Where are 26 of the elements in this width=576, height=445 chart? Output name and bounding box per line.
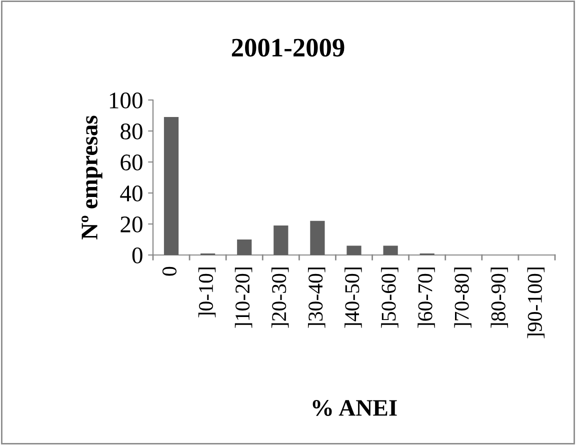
- bar: [310, 220, 325, 255]
- x-tick-label: ]0-10]: [198, 268, 216, 318]
- y-tick-label: 60: [120, 154, 142, 170]
- y-tick-label: 0: [132, 247, 142, 264]
- bar: [237, 240, 252, 255]
- y-tick-label: 100: [110, 92, 142, 108]
- bar: [383, 246, 398, 255]
- x-axis-title: % ANEI: [312, 400, 397, 416]
- bar: [164, 117, 179, 255]
- x-tick-label: ]60-70]: [418, 268, 435, 328]
- x-tick-label: ]90-100]: [527, 268, 545, 338]
- y-tick-label: 40: [120, 185, 142, 202]
- x-tick-label: ]30-40]: [308, 268, 326, 328]
- x-tick-label: 0: [162, 266, 176, 276]
- y-tick-label: 20: [120, 216, 142, 232]
- x-tick-label: ]50-60]: [381, 268, 398, 328]
- x-tick-label: ]80-90]: [490, 268, 508, 328]
- x-tick-label: ]10-20]: [234, 268, 252, 328]
- x-tick-label: ]40-50]: [344, 268, 362, 328]
- x-tick-label: ]20-30]: [271, 268, 289, 328]
- y-tick-label: 80: [120, 123, 142, 140]
- bar: [346, 246, 362, 255]
- chart-title: 2001-2009: [232, 38, 344, 57]
- bar: [274, 226, 288, 255]
- x-tick-label: ]70-80]: [454, 268, 472, 328]
- y-axis-title: Nº empresas: [82, 116, 102, 240]
